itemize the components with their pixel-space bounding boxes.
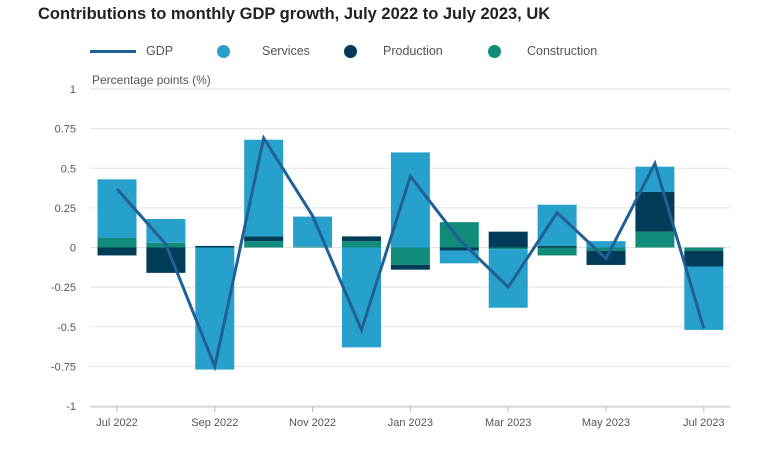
y-tick-label: 0	[70, 243, 76, 255]
x-tick-label: Nov 2022	[289, 417, 336, 429]
legend: GDP Services Production Construction	[0, 44, 775, 64]
bar-services	[684, 266, 724, 330]
bar-production	[146, 247, 186, 273]
legend-label: Services	[262, 44, 310, 58]
bar-construction	[537, 247, 577, 256]
legend-dot-swatch	[488, 44, 501, 58]
bar-services	[488, 249, 528, 308]
x-tick-label: Mar 2023	[485, 417, 531, 429]
bar-construction	[439, 222, 479, 248]
bar-construction	[488, 247, 528, 250]
bar-production	[390, 264, 430, 270]
y-tick-label: 0.5	[61, 163, 76, 175]
x-tick-label: Jul 2022	[96, 417, 138, 429]
y-tick-label: -0.5	[57, 322, 76, 334]
legend-item-construction: Construction	[488, 44, 597, 58]
legend-label: GDP	[146, 44, 174, 58]
bar-services	[244, 139, 284, 237]
y-tick-label: -0.75	[51, 361, 76, 373]
bar-production	[684, 250, 724, 267]
y-tick-label: 0.75	[55, 124, 76, 136]
bar-construction	[390, 247, 430, 265]
chart-title: Contributions to monthly GDP growth, Jul…	[38, 5, 551, 23]
bar-production	[97, 247, 137, 256]
bar-construction	[586, 247, 626, 251]
x-tick-label: Jan 2023	[388, 417, 433, 429]
legend-dot-swatch	[217, 44, 230, 58]
y-tick-label: 0.25	[55, 203, 76, 215]
legend-dot-swatch	[344, 44, 357, 58]
bar-construction	[342, 241, 381, 248]
bar-services	[97, 179, 137, 238]
bar-construction	[635, 231, 675, 248]
legend-item-services: Services	[217, 44, 310, 58]
x-tick-label: May 2023	[582, 417, 630, 429]
bar-production	[537, 245, 577, 248]
bar-services	[439, 250, 479, 264]
y-tick-label: -1	[66, 401, 76, 413]
legend-item-production: Production	[344, 44, 443, 58]
y-tick-label: -0.25	[51, 282, 76, 294]
bar-services	[146, 218, 186, 243]
y-tick-label: 1	[70, 84, 76, 96]
bar-production	[342, 236, 381, 242]
legend-label: Production	[383, 44, 443, 58]
bar-construction	[244, 241, 284, 248]
x-tick-label: Jul 2023	[683, 417, 725, 429]
legend-item-gdp: GDP	[90, 44, 173, 58]
bar-construction	[293, 246, 333, 248]
bar-construction	[97, 237, 137, 248]
legend-label: Construction	[527, 44, 598, 58]
bar-production	[488, 231, 528, 248]
bar-construction	[684, 247, 724, 251]
bar-production	[244, 236, 284, 242]
x-tick-label: Sep 2022	[191, 417, 238, 429]
bar-services	[586, 241, 626, 248]
bar-production	[195, 245, 235, 248]
bar-production	[439, 247, 479, 251]
gdp-line	[115, 134, 706, 372]
bar-services	[293, 216, 333, 247]
y-axis-label: Percentage points (%)	[92, 73, 211, 87]
bar-services	[390, 152, 430, 248]
legend-line-swatch	[90, 49, 136, 53]
